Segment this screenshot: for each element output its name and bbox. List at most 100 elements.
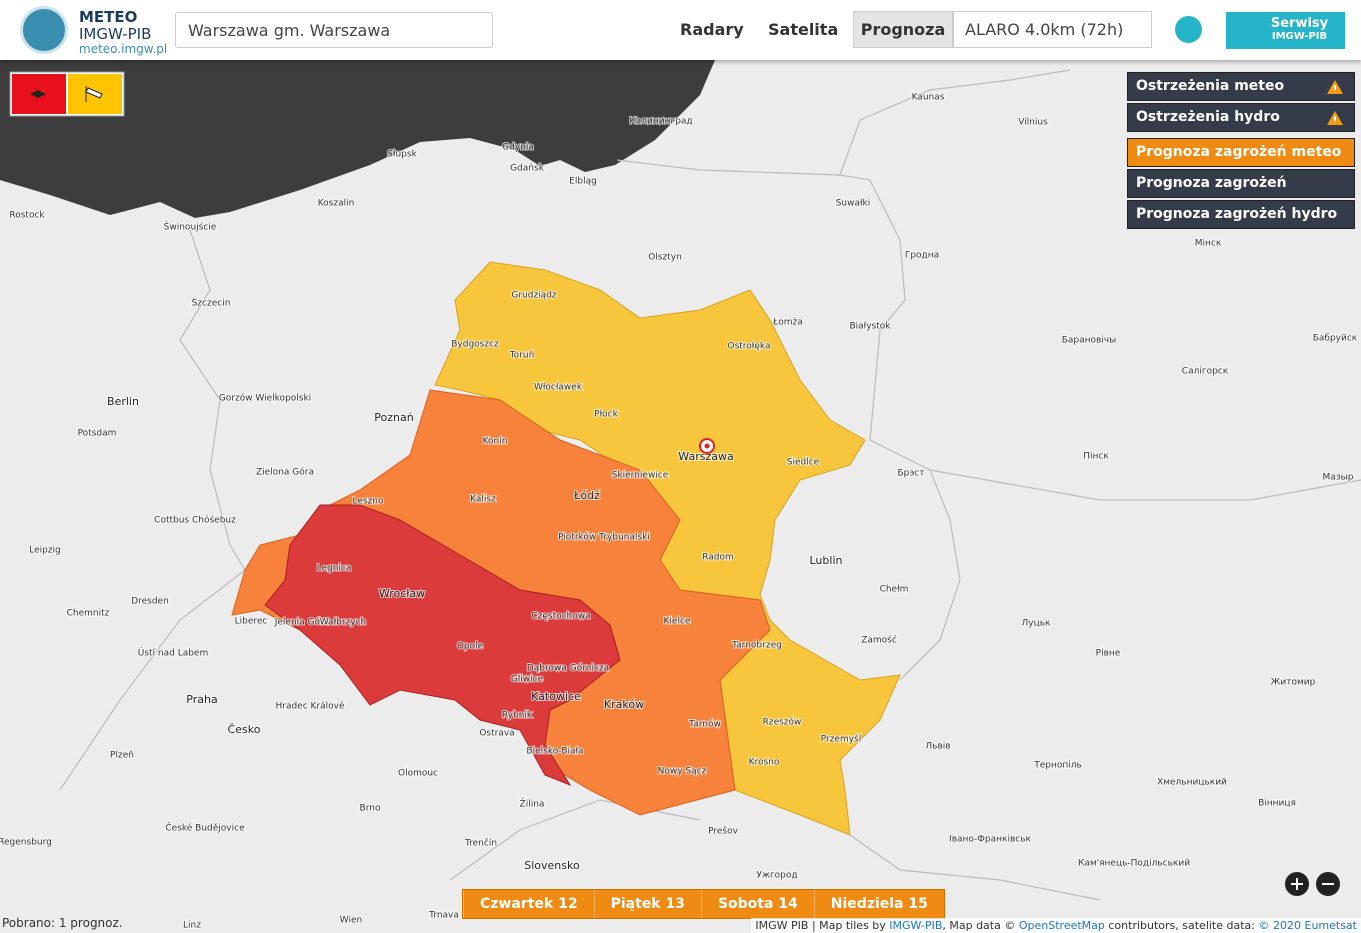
place-label: Chemnitz xyxy=(67,609,110,619)
place-label: Rzeszów xyxy=(763,717,802,728)
info-button[interactable] xyxy=(1175,16,1202,43)
place-label: Poznań xyxy=(374,411,413,424)
logo-subtitle: IMGW-PIB xyxy=(79,25,152,43)
day-button[interactable]: Piątek 13 xyxy=(593,890,701,918)
logo[interactable] xyxy=(20,6,68,54)
attribution: IMGW PIB | Map tiles by IMGW-PIB, Map da… xyxy=(751,918,1361,933)
zoom-out[interactable] xyxy=(1316,872,1340,896)
day-button[interactable]: Czwartek 12 xyxy=(463,890,594,918)
place-label: Gliwice xyxy=(511,675,544,685)
place-label: Leszno xyxy=(352,497,384,507)
place-label: Płock xyxy=(594,410,618,420)
warning-icon xyxy=(1327,80,1343,94)
menu-item[interactable]: Prognoza zagrożeń meteo xyxy=(1127,138,1355,167)
zoom-in[interactable] xyxy=(1285,872,1309,896)
day-button[interactable]: Niedziela 15 xyxy=(813,890,944,918)
place-label: Wrocław xyxy=(379,587,425,600)
place-label: Koszalin xyxy=(318,199,355,209)
place-label: Skierniewice xyxy=(612,471,669,481)
place-label: Świnoujście xyxy=(164,221,217,233)
place-label: Radom xyxy=(702,553,734,563)
place-label: Toruń xyxy=(509,351,535,361)
place-label: Przemyśl xyxy=(821,734,862,745)
header: METEO IMGW-PIB meteo.imgw.pl Warszawa gm… xyxy=(0,0,1361,60)
place-labels: Kaunas Vilnius Калининград Gdynia Gdańsk Słup… xyxy=(0,92,1359,932)
place-label: Gdynia xyxy=(502,143,534,153)
menu-item[interactable]: Prognoza zagrożeń drogowych xyxy=(1127,169,1355,218)
place-label: Львів xyxy=(925,742,950,752)
model-select[interactable]: ALARO 4.0km (72h) xyxy=(953,11,1152,48)
place-label: Regensburg xyxy=(0,838,52,848)
place-label: Konin xyxy=(483,437,508,447)
search-input[interactable]: Warszawa gm. Warszawa xyxy=(175,12,493,48)
place-label: Słupsk xyxy=(387,150,417,160)
place-label: Warszawa xyxy=(678,450,733,463)
menu-item[interactable]: Prognoza zagrożeń hydro xyxy=(1127,200,1355,229)
day-button[interactable]: Sobota 14 xyxy=(700,890,814,918)
attribution-text: contributors, satelite data: xyxy=(1104,919,1259,932)
place-label: Kielce xyxy=(664,617,691,627)
place-label: Berlin xyxy=(107,395,139,408)
attribution-link[interactable]: IMGW-PIB xyxy=(889,919,943,932)
place-label: Siedlce xyxy=(787,458,820,468)
place-label: Katowice xyxy=(531,690,581,703)
layer-legend[interactable] xyxy=(9,71,125,117)
place-label: Jelenia Góra xyxy=(274,617,330,628)
place-label: Brno xyxy=(360,804,381,814)
menu-item[interactable]: Ostrzeżenia hydro xyxy=(1127,103,1355,132)
place-label: Вінниця xyxy=(1258,799,1296,809)
attribution-link[interactable]: © 2020 Eumetsat xyxy=(1258,919,1358,932)
place-label: Vilnius xyxy=(1018,118,1048,128)
place-label: Ostrava xyxy=(479,729,514,739)
location-marker-dot xyxy=(704,443,710,449)
place-label: Krosno xyxy=(749,758,780,768)
nav-link[interactable]: Satelita xyxy=(768,20,839,39)
place-label: Пінск xyxy=(1083,452,1109,462)
place-label: Калининград xyxy=(629,117,692,127)
baltic-sea xyxy=(0,60,715,218)
place-label: Хмельницький xyxy=(1157,778,1227,788)
place-label: Prešov xyxy=(708,826,739,837)
place-label: Plzeň xyxy=(110,750,134,761)
place-label: Gdańsk xyxy=(510,164,545,174)
place-label: Кам'янець-Подільський xyxy=(1078,859,1190,869)
logo-title: METEO xyxy=(79,8,138,26)
place-label: Olsztyn xyxy=(648,253,682,263)
place-label: Gorzów Wielkopolski xyxy=(219,393,311,404)
lagoon xyxy=(560,110,640,150)
place-label: Grudziądz xyxy=(511,291,557,301)
place-label: Linz xyxy=(183,921,201,931)
place-label: Suwałki xyxy=(836,199,871,209)
nav-link[interactable]: Radary xyxy=(680,20,744,39)
nav-button[interactable]: Prognoza xyxy=(853,11,953,48)
place-label: Hradec Králové xyxy=(275,701,344,712)
place-label: Tarnów xyxy=(688,719,721,730)
place-label: Łomża xyxy=(772,318,803,328)
place-label: Piotrków Trybunalski xyxy=(558,532,650,543)
place-label: Брэст xyxy=(897,469,924,479)
place-label: Івано-Франківськ xyxy=(949,835,1031,845)
place-label: Луцьк xyxy=(1022,619,1052,629)
place-label: Žilina xyxy=(520,798,545,810)
place-label: Ústí nad Labem xyxy=(138,647,209,659)
place-label: Рівне xyxy=(1096,649,1121,659)
place-label: Dresden xyxy=(131,597,169,607)
place-label: Elbląg xyxy=(569,177,597,187)
place-label: Szczecin xyxy=(192,299,231,309)
services-label: Serwisy xyxy=(1270,16,1329,31)
place-label: Бабруйск xyxy=(1313,334,1358,344)
place-label: Slovensko xyxy=(524,859,580,872)
place-label: Legnica xyxy=(317,564,352,574)
place-label: Chełm xyxy=(880,585,909,595)
place-label: Opole xyxy=(457,642,484,652)
menu-item[interactable]: Ostrzeżenia meteo xyxy=(1127,72,1355,101)
attribution-link[interactable]: OpenStreetMap xyxy=(1018,919,1105,932)
services-button[interactable]: Serwisy IMGW-PIB xyxy=(1226,12,1345,49)
place-label: Тернопіль xyxy=(1033,761,1082,771)
place-label: Trnava xyxy=(428,911,459,921)
place-label: Liberec xyxy=(235,617,268,627)
place-label: Bielsko-Biała xyxy=(526,747,583,757)
